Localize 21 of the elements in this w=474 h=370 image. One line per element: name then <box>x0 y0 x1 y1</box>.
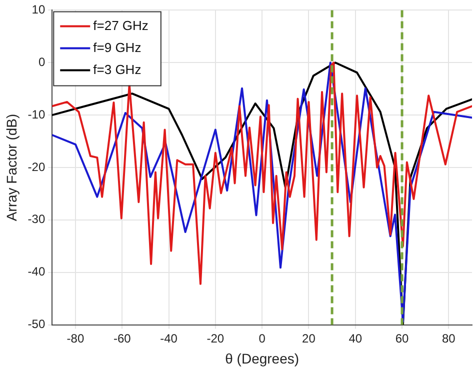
x-tick-label: -60 <box>113 331 132 346</box>
y-tick-label: -10 <box>28 107 46 122</box>
y-tick-label: 0 <box>38 54 46 69</box>
x-tick-label: -80 <box>66 331 84 346</box>
legend-label: f=9 GHz <box>93 40 142 55</box>
legend-label: f=3 GHz <box>93 62 142 77</box>
x-axis-title: θ (Degrees) <box>225 350 300 366</box>
x-tick-label: 80 <box>442 331 456 346</box>
y-axis-title: Array Factor (dB) <box>3 114 20 222</box>
x-tick-label: 60 <box>395 331 410 346</box>
x-tick-label: 40 <box>348 331 362 346</box>
x-tick-label: -40 <box>160 331 178 346</box>
x-tick-label: 0 <box>258 331 266 346</box>
x-tick-label: 20 <box>302 331 316 346</box>
y-tick-label: -50 <box>28 317 46 332</box>
y-tick-label: -20 <box>28 160 46 174</box>
legend-label: f=27 GHz <box>93 18 148 33</box>
y-tick-label: -30 <box>28 212 46 226</box>
y-tick-label: -40 <box>28 264 46 279</box>
y-tick-label: 10 <box>32 2 46 17</box>
x-tick-label: -20 <box>206 331 224 346</box>
